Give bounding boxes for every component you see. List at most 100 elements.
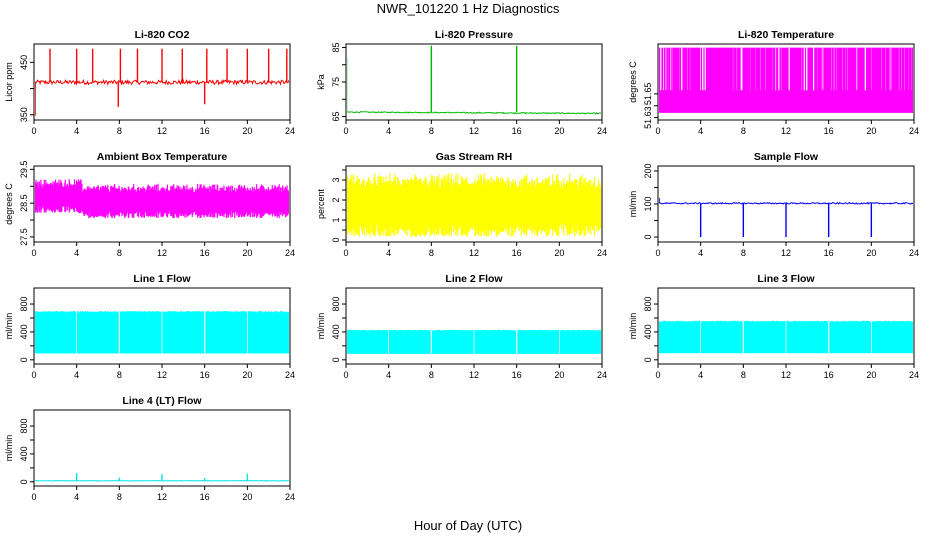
x-tick-label: 0 — [655, 370, 660, 380]
y-axis-label: degrees C — [4, 183, 14, 225]
x-tick-label: 16 — [824, 126, 834, 136]
x-tick-label: 20 — [242, 126, 252, 136]
y-tick-label: 800 — [19, 419, 29, 434]
x-tick-label: 0 — [31, 370, 36, 380]
x-tick-label: 24 — [597, 248, 607, 258]
x-tick-label: 16 — [824, 370, 834, 380]
data-series — [347, 172, 601, 237]
chart-panel-7: Line 1 Flow 0 4 8 12 16 20 24 0 400 800 ml/min — [4, 273, 295, 380]
y-axis-label: ml/min — [628, 313, 638, 340]
x-tick-label: 12 — [157, 370, 167, 380]
y-tick-label: 3 — [331, 177, 341, 182]
x-tick-label: 8 — [117, 126, 122, 136]
x-tick-label: 20 — [554, 126, 564, 136]
y-axis-label: ml/min — [4, 435, 14, 462]
y-axis-label: degrees C — [628, 61, 638, 103]
x-tick-label: 16 — [512, 248, 522, 258]
x-tick-label: 12 — [157, 492, 167, 502]
series-band — [659, 47, 913, 113]
y-tick-label: 800 — [643, 297, 653, 312]
x-tick-label: 0 — [31, 126, 36, 136]
y-tick-label: 0 — [643, 235, 653, 240]
x-tick-label: 8 — [429, 248, 434, 258]
x-tick-label: 0 — [31, 248, 36, 258]
panel-title: Line 4 (LT) Flow — [122, 395, 202, 407]
x-tick-label: 20 — [242, 492, 252, 502]
y-tick-label: 2 — [331, 197, 341, 202]
panel-title: Gas Stream RH — [436, 151, 512, 163]
x-tick-label: 16 — [200, 492, 210, 502]
y-tick-label: 29.5 — [19, 161, 29, 179]
x-tick-label: 4 — [698, 126, 703, 136]
data-series — [347, 329, 601, 354]
data-series — [659, 47, 913, 113]
panel-title: Li-820 Pressure — [435, 29, 513, 41]
panel-title: Li-820 CO2 — [135, 29, 190, 41]
x-tick-label: 20 — [242, 248, 252, 258]
y-tick-label: 51.65 — [643, 83, 653, 106]
y-tick-label: 200 — [643, 163, 653, 178]
x-tick-label: 16 — [824, 248, 834, 258]
x-axis-title: Hour of Day (UTC) — [413, 518, 523, 533]
x-tick-label: 16 — [200, 370, 210, 380]
x-tick-label: 16 — [200, 248, 210, 258]
y-tick-label: 0 — [19, 357, 29, 362]
x-tick-label: 8 — [117, 248, 122, 258]
y-tick-label: 350 — [19, 107, 29, 122]
y-tick-label: 400 — [19, 446, 29, 461]
x-tick-label: 24 — [909, 126, 919, 136]
y-tick-label: 75 — [331, 77, 341, 87]
x-tick-label: 20 — [242, 370, 252, 380]
panel-title: Ambient Box Temperature — [97, 151, 228, 163]
y-tick-label: 800 — [331, 297, 341, 312]
x-tick-label: 12 — [469, 126, 479, 136]
y-axis-label: kPa — [316, 74, 326, 90]
series-band — [659, 320, 913, 354]
y-tick-label: 0 — [331, 357, 341, 362]
page-title: NWR_101220 1 Hz Diagnostics — [376, 1, 560, 16]
x-tick-label: 8 — [741, 370, 746, 380]
chart-panel-4: Ambient Box Temperature 0 4 8 12 16 20 24 27.5 28… — [4, 151, 295, 258]
x-tick-label: 12 — [469, 248, 479, 258]
y-tick-label: 400 — [19, 324, 29, 339]
x-tick-label: 8 — [429, 370, 434, 380]
chart-panel-2: Li-820 Pressure 0 4 8 12 16 20 24 65 75 85 kPa — [316, 29, 607, 136]
x-tick-label: 8 — [429, 126, 434, 136]
x-tick-label: 16 — [512, 126, 522, 136]
x-tick-label: 12 — [157, 126, 167, 136]
x-tick-label: 8 — [117, 492, 122, 502]
x-tick-label: 20 — [866, 126, 876, 136]
y-axis-label: Licor ppm — [4, 62, 14, 102]
y-tick-label: 0 — [643, 357, 653, 362]
data-series — [659, 320, 913, 354]
x-tick-label: 12 — [781, 126, 791, 136]
data-series — [347, 45, 601, 115]
x-tick-label: 8 — [741, 126, 746, 136]
data-series — [659, 198, 913, 238]
x-tick-label: 8 — [117, 370, 122, 380]
series-band — [35, 179, 289, 219]
x-tick-label: 12 — [781, 248, 791, 258]
x-tick-label: 24 — [285, 492, 295, 502]
x-tick-label: 16 — [512, 370, 522, 380]
panel-title: Li-820 Temperature — [738, 29, 834, 41]
x-tick-label: 24 — [285, 126, 295, 136]
chart-panel-9: Line 3 Flow 0 4 8 12 16 20 24 0 400 800 ml/min — [628, 273, 919, 380]
x-tick-label: 24 — [285, 370, 295, 380]
y-tick-label: 51.63 — [643, 106, 653, 129]
data-series — [35, 179, 289, 219]
y-tick-label: 85 — [331, 42, 341, 52]
x-tick-label: 8 — [741, 248, 746, 258]
panel-title: Line 3 Flow — [757, 273, 815, 285]
x-tick-label: 4 — [386, 126, 391, 136]
data-series — [35, 48, 289, 116]
series-band — [35, 311, 289, 354]
x-tick-label: 0 — [343, 248, 348, 258]
x-tick-label: 0 — [655, 126, 660, 136]
chart-panel-1: Li-820 CO2 0 4 8 12 16 20 24 350 450 Licor ppm — [4, 29, 295, 136]
y-tick-label: 65 — [331, 112, 341, 122]
x-tick-label: 4 — [74, 492, 79, 502]
